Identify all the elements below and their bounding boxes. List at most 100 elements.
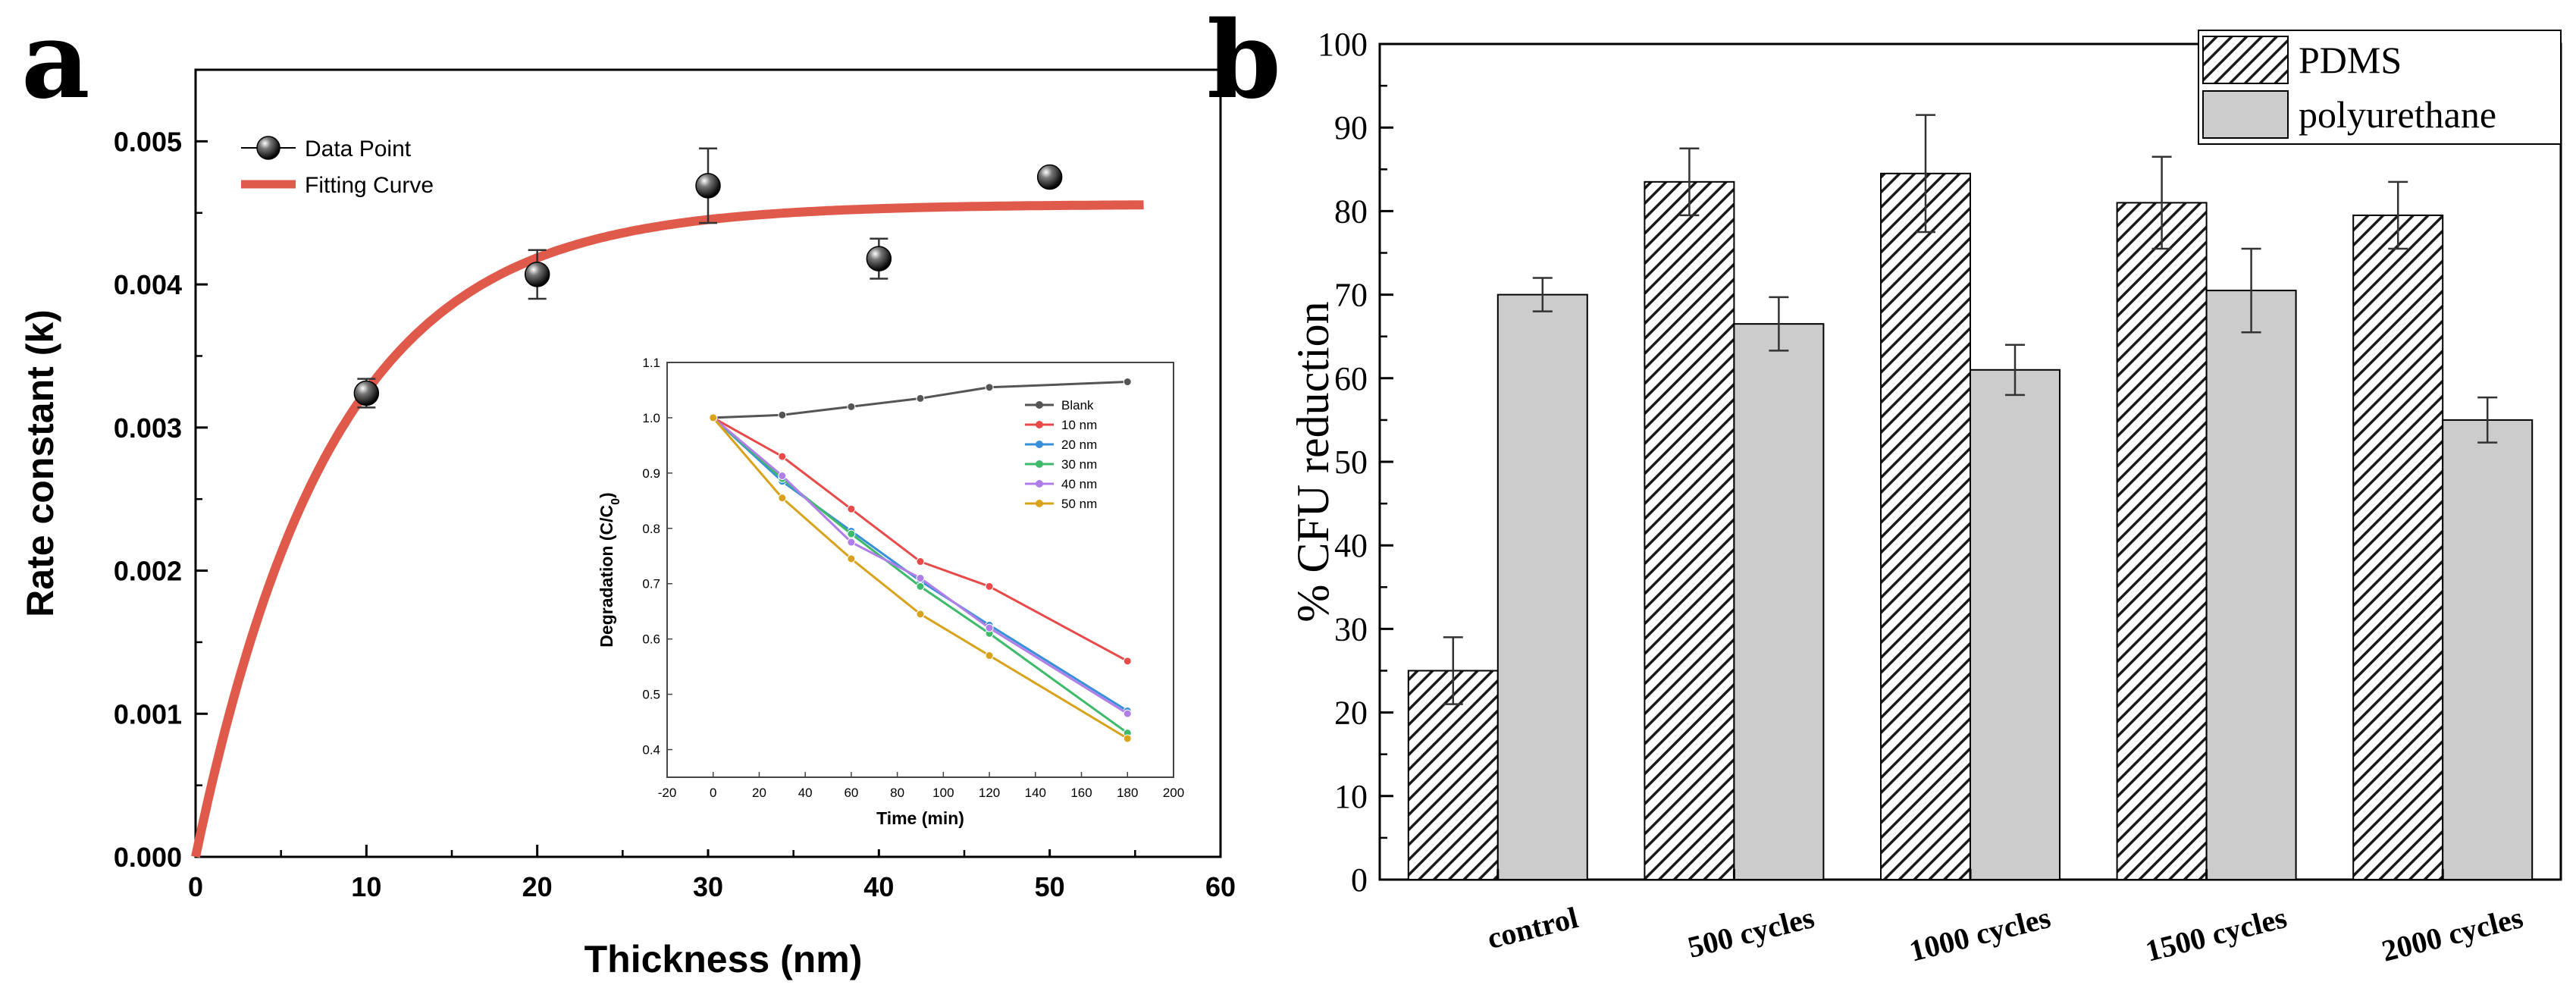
inset-legend-marker [1036,441,1043,448]
inset-x-tick-label: 180 [1117,786,1138,800]
inset-series-line [712,416,1129,712]
panel-b-bar-pdms [2352,214,2444,881]
inset-background [555,337,1213,849]
inset-series-point [847,538,856,547]
inset-series-point [916,557,925,566]
panel-a-inset-chart: -20 0 20 40 60 80 100 120 140 160 180 200 0.4 0.5 0.6 0… [555,337,1213,849]
inset-series-line [712,416,1129,740]
inset-series-point [985,383,994,392]
inset-series-line [713,381,1128,419]
panel-a-y-tick-label: 0.005 [114,126,182,157]
inset-series-point [778,494,787,503]
inset-series-point [778,410,787,419]
panel-b-y-tick-label: 10 [1334,778,1368,815]
panel-b-category-label: control [1484,900,1581,955]
panel-b-y-tick-label: 0 [1351,861,1368,899]
panel-b-chart: 0 10 20 30 40 50 60 70 80 90 100 % CFU reduction con… [1288,26,2562,968]
panel-b-category-label: 1500 cycles [2142,900,2290,968]
panel-a-letter: a [21,0,90,123]
inset-series-point [985,582,994,591]
panel-b-bar-polyurethane [2205,290,2297,880]
inset-legend-label: 20 nm [1061,438,1097,452]
inset-legend-label: 30 nm [1061,457,1097,472]
inset-series-point [1123,378,1132,387]
panel-a-fitting-curve-line [191,200,1144,858]
inset-y-axis-title: Degradation (C/C0) [597,492,622,647]
inset-x-tick-label: 0 [710,786,716,800]
panel-b-bar-polyurethane [1496,293,1588,881]
panel-a-legend-point-marker [256,136,280,160]
panel-b-y-tick-label: 40 [1334,527,1368,564]
inset-series-point [847,504,856,513]
inset-series-point [1123,657,1132,666]
inset-legend-marker [1036,460,1043,468]
panel-a-x-tick-label: 30 [693,871,723,902]
inset-x-tick-label: -20 [658,786,677,800]
inset-y-tick-label: 0.8 [642,522,660,536]
panel-b-y-tick-label: 100 [1318,26,1368,63]
inset-series-point [916,610,925,619]
inset-series-point [985,623,994,632]
panel-a-x-tick-label: 10 [351,871,381,902]
panel-b-legend-label-polyurethane: polyurethane [2299,93,2496,136]
inset-x-axis-title: Time (min) [876,808,964,828]
inset-series-point [847,529,856,538]
panel-b-bar-pdms [1880,172,1971,880]
panel-b-y-tick-label: 80 [1334,193,1368,230]
inset-x-tick-label: 60 [844,786,858,800]
inset-legend-marker [1036,480,1043,488]
inset-x-tick-label: 160 [1070,786,1092,800]
inset-y-tick-label: 1.0 [642,411,660,425]
panel-b-category-label: 2000 cycles [2378,900,2526,968]
panel-b-y-tick-label: 20 [1334,695,1368,732]
inset-x-tick-label: 100 [932,786,954,800]
panel-b-legend-swatch-pdms [2202,36,2289,84]
panel-a-legend-fit-label: Fitting Curve [305,173,434,198]
panel-b-legend-swatch-polyurethane [2202,90,2289,139]
panel-b-legend-label-pdms: PDMS [2299,39,2402,81]
inset-y-tick-label: 0.7 [642,577,660,591]
panel-b-y-tick-label: 60 [1334,360,1368,397]
inset-x-tick-label: 120 [979,786,1000,800]
panel-b-bar-pdms [2116,202,2208,880]
inset-x-tick-label: 40 [798,786,813,800]
inset-series-point [985,651,994,660]
panel-a-data-point [866,246,892,271]
panel-b-category-label: 1000 cycles [1906,900,2054,968]
panel-b-letter: b [1207,0,1281,123]
panel-a-x-axis-title: Thickness (nm) [584,938,863,980]
panel-b-bar-polyurethane [1733,323,1825,881]
inset-series-point [847,554,856,563]
panel-a-legend-point-label: Data Point [305,136,412,162]
panel-a-y-tick-label: 0.002 [114,556,182,587]
panel-b-bar-polyurethane [1970,369,2060,880]
inset-series-line [712,416,1129,663]
panel-a-x-tick-label: 50 [1035,871,1065,902]
panel-b-y-tick-label: 90 [1334,109,1368,146]
panel-a-y-tick-label: 0.000 [114,842,182,873]
inset-series-point [916,582,925,591]
panel-a-data-point [1036,164,1063,190]
panel-a-data-point [524,262,550,287]
inset-y-tick-label: 0.5 [642,688,660,702]
panel-b-bar-polyurethane [2442,419,2534,880]
inset-legend-label: 50 nm [1061,497,1097,511]
inset-y-tick-label: 0.9 [642,466,660,481]
inset-legend-label: 10 nm [1061,418,1097,432]
panel-a-data-point [695,173,721,199]
inset-x-tick-label: 140 [1025,786,1046,800]
panel-a-chart: 0 10 20 30 40 50 60 0.000 0.001 0.002 0.003 0.004 0.… [19,68,1236,980]
inset-x-tick-label: 200 [1163,786,1184,800]
panel-a-x-tick-label: 60 [1205,871,1236,902]
inset-series-point [847,402,856,411]
inset-legend-label: 40 nm [1061,477,1097,491]
inset-series-point [778,452,787,461]
panel-b-y-axis-title: % CFU reduction [1288,301,1338,622]
panel-b-y-tick-label: 50 [1334,444,1368,481]
panel-a-y-tick-label: 0.003 [114,413,182,444]
panel-b-bar-pdms [1644,180,1735,880]
panel-a-y-tick-label: 0.001 [114,698,182,729]
panel-a-x-tick-label: 20 [522,871,553,902]
inset-series-point [916,394,925,403]
